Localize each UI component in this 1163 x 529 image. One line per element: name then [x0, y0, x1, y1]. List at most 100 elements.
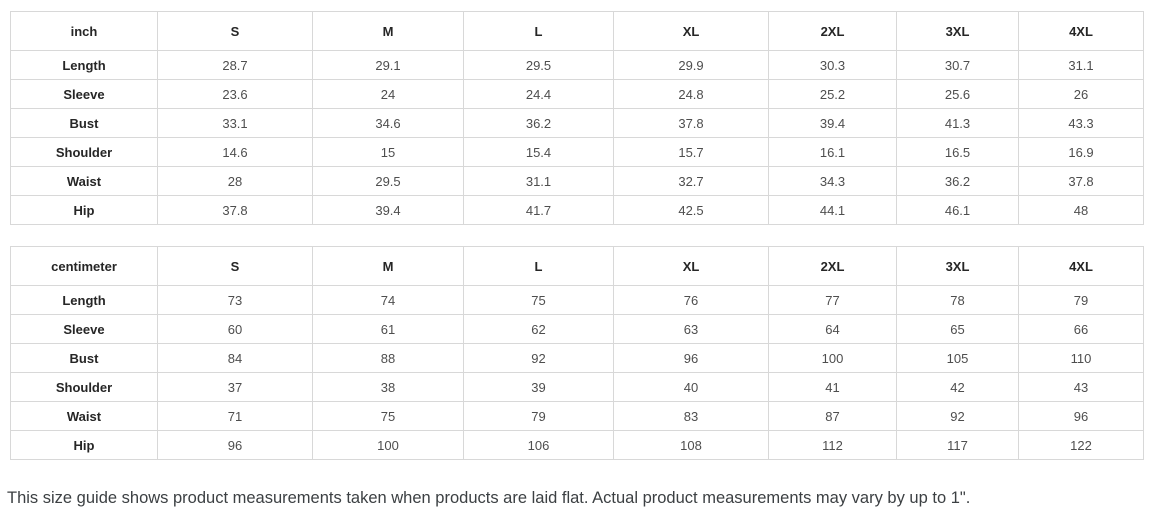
- measurement-label: Waist: [10, 401, 158, 431]
- measurement-value: 62: [463, 314, 614, 344]
- size-header: 4XL: [1018, 11, 1144, 51]
- measurement-value: 76: [613, 285, 769, 315]
- measurement-value: 24.4: [463, 79, 614, 109]
- measurement-value: 23.6: [157, 79, 313, 109]
- measurement-label: Hip: [10, 195, 158, 225]
- measurement-label: Length: [10, 50, 158, 80]
- table-row: Shoulder 14.6 15 15.4 15.7 16.1 16.5 16.9: [10, 137, 1144, 167]
- measurement-label: Hip: [10, 430, 158, 460]
- measurement-label: Bust: [10, 343, 158, 373]
- table-row: Hip 96 100 106 108 112 117 122: [10, 430, 1144, 460]
- measurement-value: 43.3: [1018, 108, 1144, 138]
- measurement-value: 110: [1018, 343, 1144, 373]
- measurement-value: 100: [312, 430, 464, 460]
- size-guide-note: This size guide shows product measuremen…: [7, 489, 971, 507]
- size-header: L: [463, 11, 614, 51]
- measurement-value: 88: [312, 343, 464, 373]
- table-row: Waist 28 29.5 31.1 32.7 34.3 36.2 37.8: [10, 166, 1144, 196]
- size-header: S: [157, 11, 313, 51]
- measurement-value: 29.1: [312, 50, 464, 80]
- measurement-value: 31.1: [1018, 50, 1144, 80]
- measurement-value: 36.2: [463, 108, 614, 138]
- measurement-value: 14.6: [157, 137, 313, 167]
- table-row: Length 28.7 29.1 29.5 29.9 30.3 30.7 31.1: [10, 50, 1144, 80]
- size-header: M: [312, 11, 464, 51]
- measurement-value: 44.1: [768, 195, 897, 225]
- size-header: 2XL: [768, 246, 897, 286]
- measurement-value: 77: [768, 285, 897, 315]
- measurement-value: 122: [1018, 430, 1144, 460]
- measurement-value: 43: [1018, 372, 1144, 402]
- measurement-value: 32.7: [613, 166, 769, 196]
- measurement-value: 42.5: [613, 195, 769, 225]
- measurement-value: 26: [1018, 79, 1144, 109]
- unit-header: inch: [10, 11, 158, 51]
- measurement-label: Shoulder: [10, 137, 158, 167]
- size-table-inch: inch S M L XL 2XL 3XL 4XL Length 28.7 29.1 29.5 29.9…: [10, 11, 1144, 225]
- measurement-value: 30.7: [896, 50, 1019, 80]
- measurement-value: 74: [312, 285, 464, 315]
- measurement-value: 96: [157, 430, 313, 460]
- measurement-value: 75: [463, 285, 614, 315]
- size-header: S: [157, 246, 313, 286]
- measurement-value: 83: [613, 401, 769, 431]
- measurement-value: 31.1: [463, 166, 614, 196]
- measurement-value: 33.1: [157, 108, 313, 138]
- table-row: Sleeve 23.6 24 24.4 24.8 25.2 25.6 26: [10, 79, 1144, 109]
- measurement-value: 28.7: [157, 50, 313, 80]
- measurement-value: 79: [463, 401, 614, 431]
- header-row: centimeter S M L XL 2XL 3XL 4XL: [10, 246, 1144, 286]
- measurement-value: 16.5: [896, 137, 1019, 167]
- measurement-value: 63: [613, 314, 769, 344]
- measurement-value: 29.5: [463, 50, 614, 80]
- measurement-value: 30.3: [768, 50, 897, 80]
- table-row: Waist 71 75 79 83 87 92 96: [10, 401, 1144, 431]
- measurement-value: 75: [312, 401, 464, 431]
- measurement-value: 39: [463, 372, 614, 402]
- measurement-value: 96: [613, 343, 769, 373]
- measurement-value: 34.6: [312, 108, 464, 138]
- measurement-value: 25.2: [768, 79, 897, 109]
- size-table-centimeter: centimeter S M L XL 2XL 3XL 4XL Length 73 74 75 76 77…: [10, 246, 1144, 460]
- measurement-value: 105: [896, 343, 1019, 373]
- measurement-value: 112: [768, 430, 897, 460]
- measurement-value: 41.3: [896, 108, 1019, 138]
- measurement-value: 15.7: [613, 137, 769, 167]
- table-row: Bust 84 88 92 96 100 105 110: [10, 343, 1144, 373]
- measurement-value: 24.8: [613, 79, 769, 109]
- measurement-value: 60: [157, 314, 313, 344]
- size-header: L: [463, 246, 614, 286]
- size-header: 2XL: [768, 11, 897, 51]
- measurement-value: 39.4: [312, 195, 464, 225]
- measurement-value: 39.4: [768, 108, 897, 138]
- measurement-value: 37.8: [157, 195, 313, 225]
- measurement-value: 38: [312, 372, 464, 402]
- measurement-value: 16.1: [768, 137, 897, 167]
- measurement-label: Waist: [10, 166, 158, 196]
- measurement-label: Sleeve: [10, 314, 158, 344]
- measurement-value: 65: [896, 314, 1019, 344]
- measurement-value: 24: [312, 79, 464, 109]
- size-header: XL: [613, 246, 769, 286]
- measurement-value: 87: [768, 401, 897, 431]
- measurement-value: 48: [1018, 195, 1144, 225]
- size-header: M: [312, 246, 464, 286]
- size-header: XL: [613, 11, 769, 51]
- measurement-value: 28: [157, 166, 313, 196]
- measurement-value: 100: [768, 343, 897, 373]
- measurement-value: 92: [896, 401, 1019, 431]
- measurement-value: 15: [312, 137, 464, 167]
- size-guide-page: inch S M L XL 2XL 3XL 4XL Length 28.7 29.1 29.5 29.9…: [7, 11, 1144, 507]
- measurement-label: Bust: [10, 108, 158, 138]
- measurement-value: 16.9: [1018, 137, 1144, 167]
- measurement-value: 29.9: [613, 50, 769, 80]
- measurement-value: 73: [157, 285, 313, 315]
- measurement-value: 34.3: [768, 166, 897, 196]
- table-row: Hip 37.8 39.4 41.7 42.5 44.1 46.1 48: [10, 195, 1144, 225]
- measurement-value: 36.2: [896, 166, 1019, 196]
- measurement-value: 84: [157, 343, 313, 373]
- measurement-value: 42: [896, 372, 1019, 402]
- measurement-value: 64: [768, 314, 897, 344]
- size-header: 3XL: [896, 11, 1019, 51]
- table-row: Shoulder 37 38 39 40 41 42 43: [10, 372, 1144, 402]
